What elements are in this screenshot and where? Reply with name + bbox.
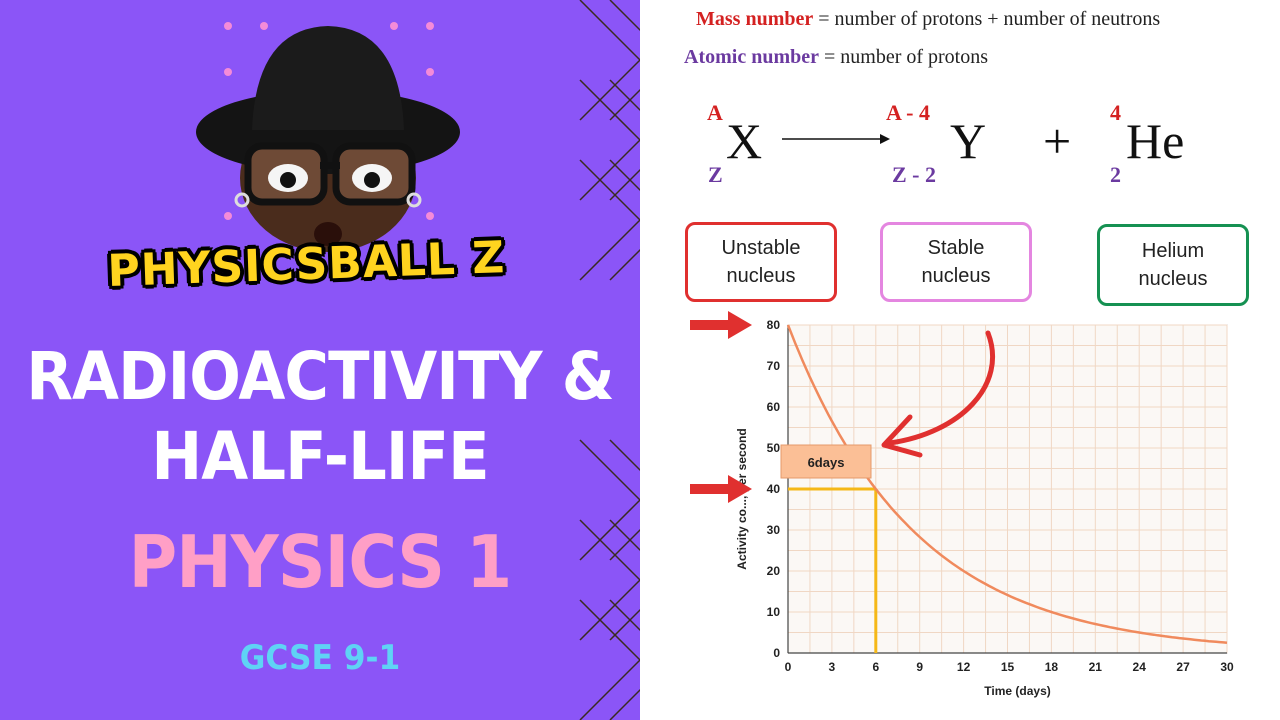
plus-sign: + bbox=[1043, 113, 1072, 169]
channel-logo-text: PHYSICSBALL Z bbox=[106, 232, 506, 298]
mass-number-formula: Mass number = number of protons + number… bbox=[696, 8, 1160, 31]
red-pointer-arrow-icon bbox=[690, 311, 752, 339]
chart-y-tick-label: 0 bbox=[773, 646, 780, 660]
decor-dot bbox=[426, 212, 434, 220]
helium-nucleus-box: Helium nucleus bbox=[1097, 224, 1249, 306]
chart-x-tick-label: 12 bbox=[957, 660, 971, 674]
right-pupil bbox=[364, 172, 380, 188]
left-pupil bbox=[280, 172, 296, 188]
decor-dot bbox=[224, 68, 232, 76]
left-title-panel: PHYSICSBALL Z RADIOACTIVITY & HALF-LIFE … bbox=[0, 0, 640, 720]
right-earring bbox=[406, 192, 422, 208]
decor-dot bbox=[426, 68, 434, 76]
mouth bbox=[314, 222, 342, 246]
daughter-atomic-number: Z - 2 bbox=[892, 162, 936, 187]
title-line-1: RADIOACTIVITY & bbox=[26, 338, 614, 415]
mass-number-definition: = number of protons + number of neutrons bbox=[818, 8, 1161, 30]
parent-atomic-number: Z bbox=[708, 162, 723, 187]
atomic-number-term: Atomic number bbox=[684, 46, 819, 68]
mascot-avatar bbox=[196, 26, 460, 252]
red-pointer-arrow-icon bbox=[690, 475, 752, 503]
decor-dot bbox=[260, 22, 268, 30]
chart-y-tick-label: 80 bbox=[767, 318, 781, 332]
chart-y-tick-label: 70 bbox=[767, 359, 781, 373]
decor-dot bbox=[224, 212, 232, 220]
stable-nucleus-label: Stable nucleus bbox=[921, 237, 991, 287]
decor-dot bbox=[426, 22, 434, 30]
decor-dot bbox=[224, 22, 232, 30]
helium-nucleus-label: Helium nucleus bbox=[1138, 240, 1208, 290]
chart-x-axis-label: Time (days) bbox=[984, 684, 1050, 698]
half-life-label: 6days bbox=[808, 455, 845, 470]
alpha-mass-number: 4 bbox=[1110, 100, 1121, 125]
chart-x-tick-label: 3 bbox=[829, 660, 836, 674]
channel-logo: PHYSICSBALL Z bbox=[107, 230, 570, 326]
chart-x-tick-label: 0 bbox=[785, 660, 792, 674]
chart-y-tick-label: 10 bbox=[767, 605, 781, 619]
atomic-number-formula: Atomic number = number of protons bbox=[684, 46, 988, 69]
daughter-mass-number: A - 4 bbox=[886, 100, 930, 125]
level-badge: GCSE 9-1 bbox=[239, 638, 401, 678]
left-earring bbox=[234, 192, 250, 208]
chart-y-tick-label: 60 bbox=[767, 400, 781, 414]
atomic-number-definition: = number of protons bbox=[823, 46, 989, 68]
chart-x-tick-label: 24 bbox=[1133, 660, 1147, 674]
chart-y-axis-label: Activity co..., per second bbox=[735, 428, 749, 569]
glasses-bridge bbox=[320, 162, 340, 169]
alpha-atomic-number: 2 bbox=[1110, 162, 1121, 187]
daughter-symbol: Y bbox=[950, 113, 987, 169]
chart-x-tick-label: 30 bbox=[1220, 660, 1234, 674]
curved-arrow-icon bbox=[887, 330, 996, 446]
mass-number-term: Mass number bbox=[696, 8, 814, 30]
parent-symbol: X bbox=[726, 113, 763, 169]
chart-y-tick-label: 20 bbox=[767, 564, 781, 578]
alpha-symbol: He bbox=[1126, 113, 1185, 169]
chart-x-tick-label: 18 bbox=[1045, 660, 1059, 674]
right-content-panel: Mass number = number of protons + number… bbox=[640, 0, 1280, 720]
chart-x-tick-label: 9 bbox=[916, 660, 923, 674]
curved-arrow-head-icon bbox=[881, 414, 923, 458]
chart-x-tick-label: 15 bbox=[1001, 660, 1015, 674]
chart-x-tick-label: 21 bbox=[1089, 660, 1103, 674]
parent-mass-number: A bbox=[707, 100, 723, 125]
title-line-2: HALF-LIFE bbox=[151, 418, 489, 495]
chart-y-tick-label: 40 bbox=[767, 482, 781, 496]
chart-y-tick-label: 50 bbox=[767, 441, 781, 455]
unstable-nucleus-label: Unstable nucleus bbox=[721, 237, 801, 287]
stable-nucleus-box: Stable nucleus bbox=[880, 222, 1032, 302]
chart-x-tick-label: 27 bbox=[1176, 660, 1190, 674]
chart-x-tick-label: 6 bbox=[872, 660, 879, 674]
half-life-chart: 0 3 6 9 12 15 18 21 24 27 30 0 10 20 30 40 50 60 70 80 Time … bbox=[690, 311, 1234, 698]
chart-y-tick-label: 30 bbox=[767, 523, 781, 537]
subject-title: PHYSICS 1 bbox=[128, 520, 513, 604]
reaction-arrow-icon bbox=[782, 134, 890, 144]
decor-dot bbox=[390, 22, 398, 30]
half-life-label-box bbox=[780, 444, 872, 479]
hat-crown bbox=[252, 26, 404, 130]
unstable-nucleus-box: Unstable nucleus bbox=[685, 222, 837, 302]
